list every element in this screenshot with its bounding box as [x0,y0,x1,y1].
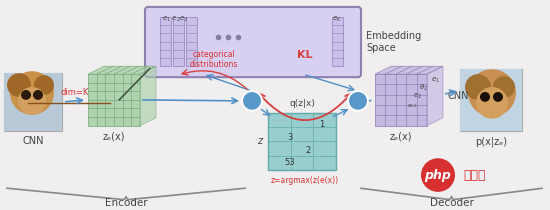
Text: $e_1\ e_2e_3$: $e_1\ e_2e_3$ [162,15,189,24]
Text: $\theta_2$: $\theta_2$ [419,83,428,93]
Text: zₑ(x): zₑ(x) [103,131,125,142]
Text: CNN: CNN [448,91,470,101]
Text: categorical
distributions: categorical distributions [190,50,238,69]
Polygon shape [140,66,156,126]
Text: $e_1$: $e_1$ [431,76,440,85]
Polygon shape [88,74,140,126]
Text: Embedding
Space: Embedding Space [366,31,421,53]
Circle shape [480,92,490,102]
Polygon shape [186,17,197,66]
Circle shape [18,87,46,115]
Circle shape [34,75,54,95]
Text: z: z [257,136,262,146]
Text: 中文网: 中文网 [463,169,486,182]
Text: Decoder: Decoder [430,198,474,208]
Text: z=argmax(z(e(x)): z=argmax(z(e(x)) [271,176,339,185]
Text: 3: 3 [287,133,293,142]
Polygon shape [375,66,443,74]
Polygon shape [173,17,184,66]
Circle shape [468,69,516,117]
Text: $e_2$: $e_2$ [413,91,422,101]
FancyBboxPatch shape [145,7,361,77]
Text: q(z|x): q(z|x) [289,99,315,108]
Circle shape [33,90,43,100]
Text: php: php [425,169,452,182]
Text: p(x|zₑ): p(x|zₑ) [475,136,507,147]
Text: $e_K$: $e_K$ [332,15,342,24]
Text: dim=K: dim=K [61,88,89,97]
Circle shape [21,90,31,100]
Circle shape [476,87,508,119]
Circle shape [493,76,515,98]
Polygon shape [460,69,522,131]
Circle shape [465,74,491,100]
Polygon shape [160,17,171,66]
Text: 1: 1 [320,120,324,129]
Text: 2: 2 [305,146,311,155]
Polygon shape [332,17,343,66]
Polygon shape [88,66,156,74]
Polygon shape [375,74,427,126]
Text: CNN: CNN [22,136,44,147]
Polygon shape [268,113,336,170]
Circle shape [493,92,503,102]
Circle shape [10,71,54,115]
FancyBboxPatch shape [460,69,522,131]
Text: $e_{k2}$: $e_{k2}$ [407,102,417,110]
Text: 53: 53 [285,158,295,167]
Circle shape [421,158,455,192]
Text: KL: KL [297,50,313,60]
Circle shape [348,91,368,111]
Circle shape [7,73,31,97]
Polygon shape [427,66,443,126]
FancyBboxPatch shape [4,73,62,131]
Polygon shape [4,73,62,131]
Circle shape [242,91,262,111]
Text: zₑ(x): zₑ(x) [390,131,412,142]
Text: Encoder: Encoder [104,198,147,208]
